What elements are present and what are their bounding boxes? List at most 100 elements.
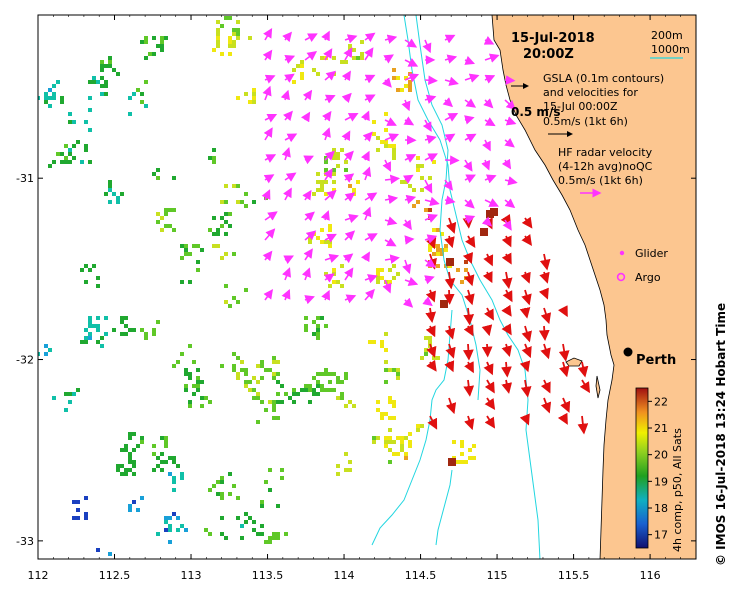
colorbar-tick-label: 20 bbox=[654, 449, 668, 462]
sst-pixel bbox=[420, 424, 424, 428]
sst-pixel bbox=[184, 384, 188, 388]
sst-pixel bbox=[232, 352, 236, 356]
gsla-vector bbox=[282, 187, 292, 201]
gsla-vector bbox=[404, 235, 415, 245]
sst-pixel bbox=[220, 364, 224, 368]
gsla-vector bbox=[401, 99, 411, 112]
sst-pixel bbox=[152, 332, 156, 336]
sst-pixel bbox=[176, 516, 180, 520]
sst-pixel bbox=[336, 472, 340, 476]
sst-pixel bbox=[240, 368, 244, 372]
sst-pixel bbox=[396, 88, 400, 92]
sst-pixel bbox=[260, 532, 264, 536]
gsla-legend-line3: 15-Jul 00:00Z bbox=[543, 100, 618, 113]
sst-pixel bbox=[76, 516, 80, 520]
x-tick-label: 114.5 bbox=[405, 569, 437, 582]
sst-pixel bbox=[192, 360, 196, 364]
rottnest-island bbox=[565, 357, 583, 367]
sst-pixel bbox=[272, 372, 276, 376]
sst-pixel bbox=[148, 52, 152, 56]
sst-pixel bbox=[144, 56, 148, 60]
sst-pixel bbox=[84, 340, 88, 344]
sst-pixel bbox=[384, 360, 388, 364]
hf-vector bbox=[539, 271, 550, 284]
sst-pixel bbox=[156, 176, 160, 180]
hf-vector bbox=[520, 379, 532, 398]
sst-pixel bbox=[344, 60, 348, 64]
sst-pixel bbox=[224, 300, 228, 304]
sst-pixel bbox=[160, 44, 164, 48]
sst-pixel bbox=[332, 280, 336, 284]
sst-pixel bbox=[96, 80, 100, 84]
gsla-vector bbox=[341, 70, 351, 82]
gsla-vector bbox=[344, 192, 356, 202]
sst-pixel bbox=[164, 224, 168, 228]
sst-pixel bbox=[380, 268, 384, 272]
sst-pixel bbox=[316, 384, 320, 388]
gsla-vector bbox=[264, 113, 278, 123]
sst-pixel bbox=[228, 44, 232, 48]
sst-pixel bbox=[464, 460, 468, 464]
gsla-vector bbox=[263, 289, 274, 301]
gsla-vector bbox=[424, 258, 436, 268]
sst-pixel bbox=[356, 56, 360, 60]
sst-pixel bbox=[276, 392, 280, 396]
sst-pixel bbox=[116, 468, 120, 472]
gsla-vector bbox=[424, 134, 437, 144]
sst-pixel bbox=[300, 388, 304, 392]
gsla-vector bbox=[262, 49, 273, 61]
sst-pixel bbox=[164, 436, 168, 440]
sst-pixel bbox=[124, 448, 128, 452]
gsla-vector bbox=[364, 47, 374, 61]
sst-pixel bbox=[248, 36, 252, 40]
sst-pixel bbox=[52, 92, 56, 96]
sst-pixel bbox=[220, 476, 224, 480]
sst-pixel bbox=[92, 324, 96, 328]
sst-pixel bbox=[84, 120, 88, 124]
sst-pixel bbox=[84, 512, 88, 516]
sst-pixel bbox=[56, 80, 60, 84]
gsla-vector bbox=[320, 210, 330, 221]
sst-pixel bbox=[92, 76, 96, 80]
gsla-vector bbox=[364, 74, 376, 84]
sst-pixel bbox=[244, 372, 248, 376]
sst-pixel bbox=[396, 436, 400, 440]
sst-pixel bbox=[244, 520, 248, 524]
sst-pixel bbox=[104, 316, 108, 320]
hf-vector bbox=[464, 271, 475, 287]
sst-pixel bbox=[348, 184, 352, 188]
sst-pixel bbox=[276, 372, 280, 376]
sst-pixel bbox=[392, 264, 396, 268]
gsla-vector bbox=[280, 89, 290, 101]
sst-pixel bbox=[388, 368, 392, 372]
sst-pixel bbox=[428, 208, 432, 212]
sst-pixel bbox=[164, 208, 168, 212]
gsla-vector bbox=[501, 158, 512, 170]
x-tick-label: 116 bbox=[640, 569, 661, 582]
sst-pixel bbox=[92, 80, 96, 84]
sst-pixel bbox=[232, 28, 236, 32]
sst-pixel bbox=[244, 384, 248, 388]
sst-pixel bbox=[432, 252, 436, 256]
sst-pixel bbox=[156, 212, 160, 216]
sst-pixel bbox=[392, 404, 396, 408]
sst-pixel bbox=[328, 240, 332, 244]
sst-pixel bbox=[376, 268, 380, 272]
sst-pixel bbox=[216, 32, 220, 36]
sst-pixel bbox=[172, 176, 176, 180]
x-tick-label: 115.5 bbox=[558, 569, 590, 582]
sst-pixel bbox=[316, 372, 320, 376]
hf-vector bbox=[464, 289, 475, 306]
sst-pixel bbox=[412, 188, 416, 192]
hf-vector bbox=[520, 271, 531, 284]
sst-pixel bbox=[272, 416, 276, 420]
gsla-vector bbox=[422, 119, 432, 133]
gsla-vector bbox=[344, 112, 359, 122]
sst-pixel bbox=[260, 500, 264, 504]
gsla-vectors bbox=[261, 27, 518, 308]
sst-pixel bbox=[272, 536, 276, 540]
sst-pixel bbox=[228, 36, 232, 40]
gsla-vector bbox=[361, 150, 370, 162]
gsla-vector bbox=[504, 198, 516, 209]
sst-pixel bbox=[48, 348, 52, 352]
